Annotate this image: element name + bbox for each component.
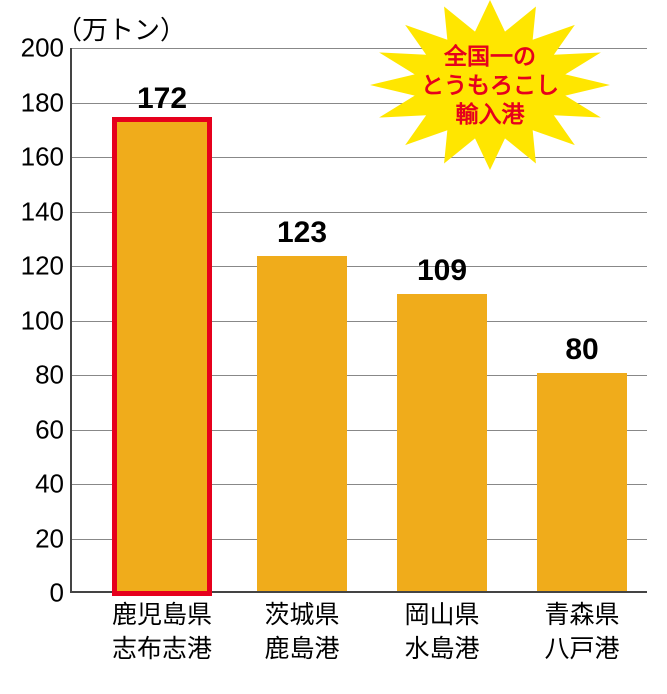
starburst-line2: とうもろこし [421,72,559,98]
bar-value-label: 109 [417,254,467,288]
x-label-top: 鹿児島県 [112,601,212,629]
starburst-line3: 輸入港 [456,100,525,126]
y-tick-label: 120 [21,251,72,282]
x-label-bottom: 志布志港 [112,635,212,663]
y-tick-label: 100 [21,305,72,336]
x-label-bottom: 水島港 [404,635,479,663]
starburst-text: 全国一の とうもろこし 輸入港 [421,42,559,128]
x-label-top: 青森県 [544,601,619,629]
y-tick-label: 60 [35,414,72,445]
x-label-bottom: 鹿島港 [264,635,339,663]
x-axis-label: 茨城県鹿島港 [237,591,367,667]
bar-value-label: 172 [137,82,187,116]
bar-value-label: 123 [277,216,327,250]
chart-container: （万トン） 020406080100120140160180200172鹿児島県… [0,0,667,694]
bar: 109 [397,294,487,591]
bar: 80 [537,373,627,591]
bar: 172 [112,117,212,596]
x-axis-label: 青森県八戸港 [517,591,647,667]
bar: 123 [257,256,347,591]
y-tick-label: 20 [35,523,72,554]
y-tick-label: 160 [21,142,72,173]
starburst-callout: 全国一の とうもろこし 輸入港 [370,0,610,170]
x-label-top: 岡山県 [404,601,479,629]
y-tick-label: 140 [21,196,72,227]
y-tick-label: 180 [21,87,72,118]
x-axis-label: 鹿児島県志布志港 [97,591,227,667]
y-axis-title: （万トン） [56,10,186,47]
y-tick-label: 40 [35,469,72,500]
starburst-line1: 全国一の [444,43,536,69]
y-tick-label: 80 [35,360,72,391]
x-label-top: 茨城県 [264,601,339,629]
y-tick-label: 0 [50,578,72,609]
x-label-bottom: 八戸港 [544,635,619,663]
y-tick-label: 200 [21,33,72,64]
x-axis-label: 岡山県水島港 [377,591,507,667]
bar-value-label: 80 [565,333,598,367]
